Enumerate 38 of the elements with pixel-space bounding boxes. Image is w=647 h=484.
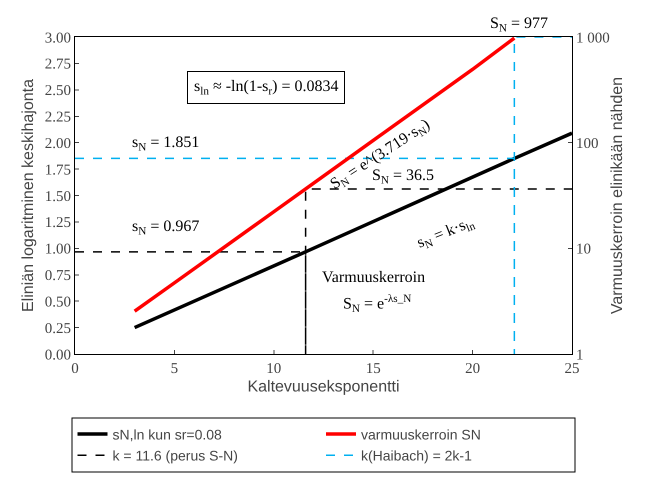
y-tick-label: 0.75 — [44, 268, 71, 284]
y-tick-label: 0.25 — [44, 320, 71, 337]
x-tick-label: 20 — [465, 361, 480, 377]
legend-label: k(Haibach) = 2k-1 — [361, 448, 472, 464]
y-tick-label: 2.00 — [44, 136, 71, 152]
y2-axis-title: Varmuuskerroin elinikään nähden — [609, 76, 626, 314]
annotation: s$_{N}$ = 0.967 — [132, 218, 200, 238]
annotation: S$_{N}$ = e$^{-λs_N}$ — [343, 293, 412, 316]
y2-tick-label: 10 — [576, 242, 591, 258]
y-tick-label: 1.50 — [44, 188, 71, 205]
y-tick-label: 0.50 — [44, 294, 71, 310]
x-tick-label: 5 — [170, 361, 178, 377]
annotation: s$_{N}$ = 1.851 — [132, 134, 200, 154]
y-tick-label: 2.25 — [44, 110, 71, 126]
y2-tick-label: 1 — [576, 347, 584, 364]
text: S$_{N}$ = 977 — [490, 15, 548, 34]
y2-tick-label: 1 000 — [576, 30, 610, 46]
y2-tick-label: 100 — [576, 136, 598, 152]
y-axis-title: Eliniän logaritminen keskihajonta — [20, 78, 37, 312]
y-tick-label: 3.00 — [44, 30, 71, 46]
x-tick-label: 10 — [266, 361, 282, 377]
legend-label: k = 11.6 (perus S-N) — [112, 448, 238, 464]
y-tick-label: 1.75 — [44, 162, 71, 178]
y-tick-label: 1.00 — [44, 242, 71, 258]
x-tick-label: 0 — [71, 361, 79, 377]
annotation: s$_{ln}$ ≈ -ln(1-s$_{r}$) = 0.0834 — [194, 78, 338, 98]
x-tick-label: 25 — [564, 361, 580, 377]
annotation: S$_{N}$ = 36.5 — [372, 167, 434, 186]
x-axis-title: Kaltevuuseksponentti — [247, 378, 400, 396]
legend-label: varmuuskerroin SN — [361, 426, 481, 442]
y-tick-label: 2.75 — [44, 56, 71, 73]
line-series — [132, 37, 516, 313]
y-tick-label: 2.50 — [44, 83, 71, 100]
y-tick-label: 0.00 — [44, 347, 71, 364]
y-tick-label: 1.25 — [44, 215, 71, 232]
legend-label: sN,ln kun sr=0.08 — [112, 426, 222, 442]
x-tick-label: 15 — [366, 361, 381, 377]
annotation: Varmuuskerroin — [322, 269, 426, 286]
